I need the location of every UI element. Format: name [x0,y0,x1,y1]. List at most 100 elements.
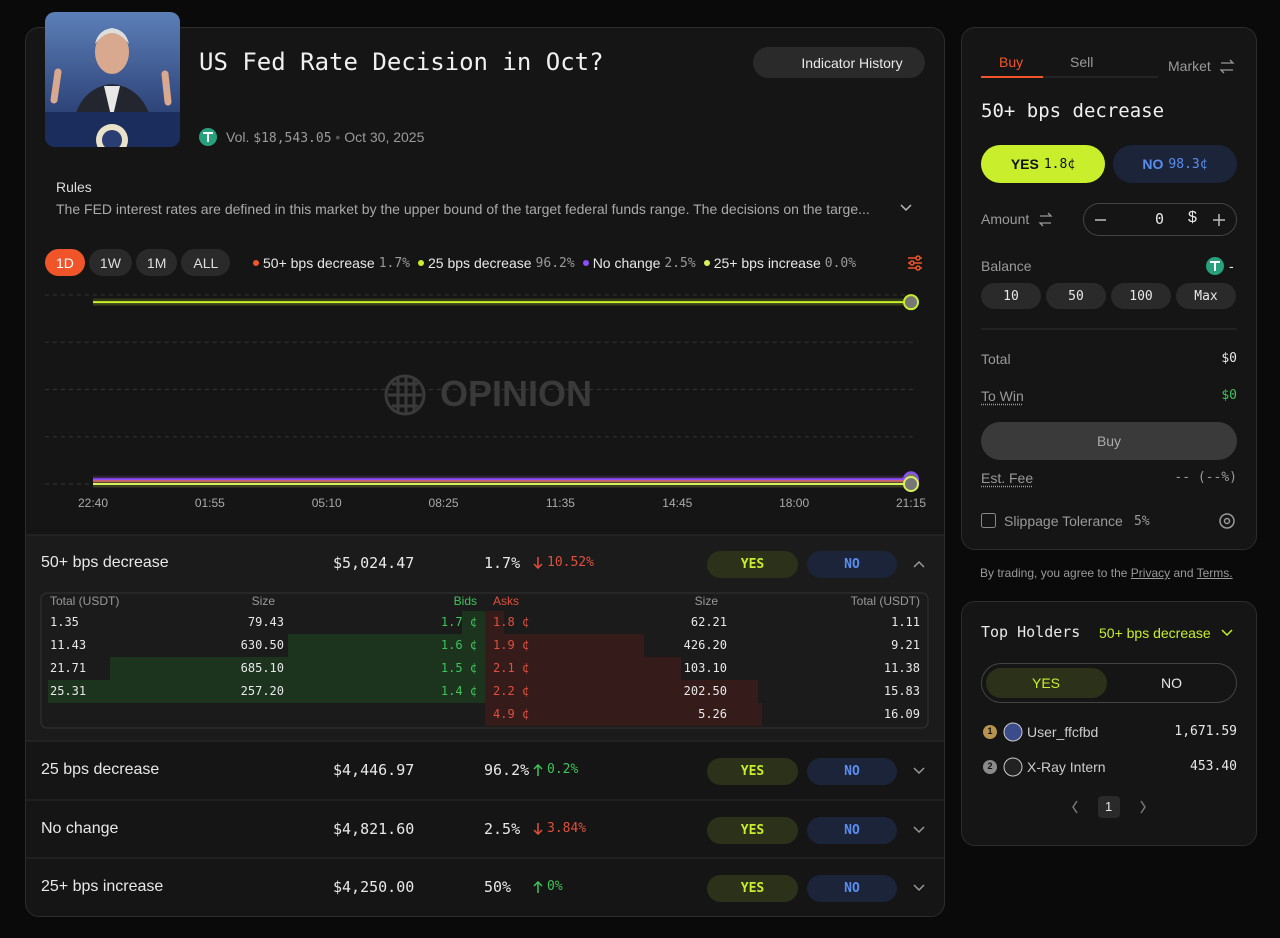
arrow [533,822,543,835]
ask-size: 103.10 [683,661,727,675]
ask-depth [485,680,758,703]
end-point [903,294,919,311]
row-chevron[interactable] [913,884,925,892]
no-button[interactable]: NO 98.3¢ [1113,145,1237,183]
slippage: 5% [1134,514,1150,529]
row-chevron[interactable] [913,826,925,834]
amount[interactable]: 0 [1155,210,1165,228]
bid-price: 1.5 ¢ [440,661,477,675]
ask-size: 202.50 [683,684,727,698]
buy-button[interactable]: Buy [981,422,1237,460]
outcome-change: 3.84% [533,821,586,836]
holders-yes[interactable]: YES [1032,675,1061,691]
range-button[interactable]: ALL [181,249,231,276]
amount-input[interactable] [1083,203,1237,236]
swap-icon[interactable] [1219,59,1235,74]
change-value: 10.52% [547,555,594,570]
change-arrow [533,880,543,893]
no-button[interactable]: NO [807,551,897,578]
bid-depth [48,680,485,703]
volume-row: Vol. $18,543.05 • Oct 30, 2025 [226,129,425,146]
ask-size: 426.20 [683,638,727,652]
holders-outcome[interactable]: 50+ bps decrease [1099,625,1211,641]
disclaimer: By trading, you agree to the Privacy and… [980,566,1233,580]
x-tick-label: 14:45 [662,496,693,510]
arrow [533,556,543,569]
order-book-frame [40,592,929,729]
end-point [903,476,919,492]
outcome-name: 50+ bps decrease [41,554,169,571]
bid-price: 1.7 ¢ [440,615,477,629]
outcome-volume: $4,821.60 [333,820,415,838]
tab-sell[interactable]: Sell [1070,54,1094,70]
yes-button[interactable]: YES 1.8¢ [981,145,1105,183]
bid-size: 685.10 [240,661,284,675]
legend: 50+ bps decrease 1.7% 25 bps decrease 96.2%… [253,255,856,271]
yes-button[interactable]: YES [707,817,798,844]
quick-amount[interactable]: 50 [1046,283,1106,309]
x-tick-label: 05:10 [311,496,342,510]
indicator-history-button[interactable]: Indicator History [753,47,925,78]
ask-size: 62.21 [690,615,727,629]
range-button[interactable]: 1M [135,249,178,276]
change-value: 0.2% [547,762,579,777]
holder-filter-chevron[interactable] [1221,629,1233,637]
range-button[interactable]: 1W [88,249,132,276]
quick-amount[interactable]: Max [1176,283,1236,309]
tab-buy[interactable]: Buy [999,54,1024,70]
privacy-link[interactable]: Privacy [1130,566,1171,580]
chevron [913,884,925,892]
slippage-checkbox[interactable] [981,513,996,528]
no-label: NO [1142,156,1164,172]
chart-settings-icon[interactable] [908,255,922,271]
yes-button[interactable]: YES [707,875,798,902]
settings-icon[interactable] [1219,513,1235,529]
bid-size: 630.50 [240,638,284,652]
quick-amount[interactable]: 100 [1111,283,1171,309]
outcome-volume: $4,250.00 [333,878,415,896]
selected-outcome: 50+ bps decrease [981,100,1165,122]
outcome-probability: 1.7% [484,554,521,572]
and: and [1173,566,1194,580]
row-chevron[interactable] [913,560,925,568]
amount-steppers[interactable] [1095,214,1225,226]
no-button[interactable]: NO [807,817,897,844]
yes-button[interactable]: YES [707,758,798,785]
market-title: US Fed Rate Decision in Oct? [199,48,604,76]
outcome-probability: 50% [484,878,512,896]
quick-amount[interactable]: 10 [981,283,1041,309]
to-win: $0 [1221,388,1237,403]
legend-value: 0.0% [824,255,857,271]
outcome-probability: 96.2% [484,761,530,779]
holders-no[interactable]: NO [1161,675,1182,691]
x-tick-label: 22:40 [77,496,109,510]
row-separators [26,534,944,859]
outcome-change: 0% [533,879,563,894]
page-box[interactable] [1098,796,1120,818]
holder-rank: 1 [987,726,993,736]
rules-chevron[interactable] [900,204,912,212]
no-button[interactable]: NO [807,875,897,902]
outcome-change: 10.52% [533,555,594,570]
yes-button[interactable]: YES [707,551,798,578]
terms-link[interactable]: Terms. [1196,566,1233,580]
amount-swap-icon[interactable] [1038,212,1053,227]
mode[interactable]: Market [1168,58,1211,74]
bid-size: 257.20 [240,684,284,698]
pager-arrows[interactable] [1072,800,1146,814]
legend-item: 50+ bps decrease 1.7% [253,255,410,271]
no-button[interactable]: NO [807,758,897,785]
row-chevron[interactable] [913,767,925,775]
ask-price: 4.9 ¢ [493,707,530,721]
holder-toggle[interactable] [981,663,1237,703]
range-button[interactable]: 1D [45,249,85,276]
holder-yes-pill[interactable] [986,668,1107,698]
arrow [533,763,543,776]
page-number[interactable]: 1 [1105,799,1113,814]
to-win-label: To Win [981,388,1024,404]
rules-title: Rules [56,179,92,195]
bid-total: 25.31 [50,684,87,698]
book-header: Total (USDT) [850,594,920,608]
ask-depth [485,634,644,657]
outcome-change: 0.2% [533,762,578,777]
